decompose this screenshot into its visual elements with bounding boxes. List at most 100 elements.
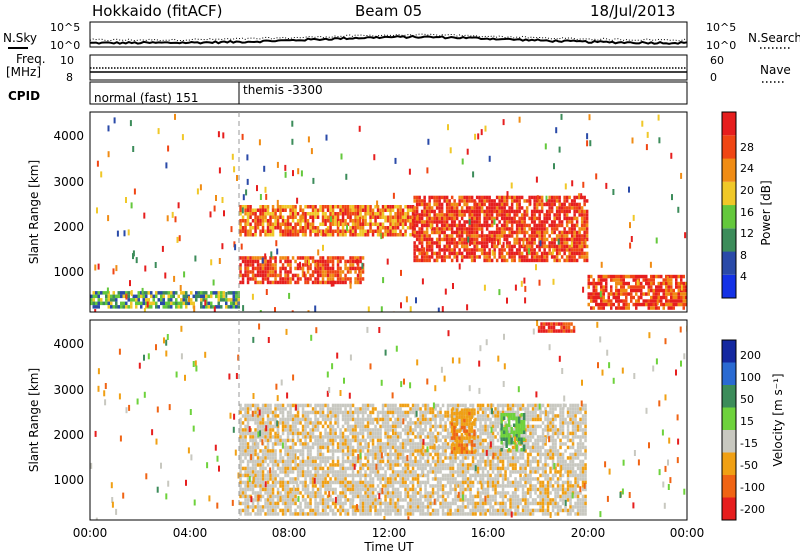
heat-cell (449, 509, 452, 513)
heat-cell (442, 467, 445, 471)
heat-cell (506, 241, 509, 245)
heat-cell (327, 260, 330, 264)
heat-cell (128, 305, 131, 309)
heat-cell (235, 302, 238, 306)
heat-cell (438, 241, 441, 245)
heat-cell (576, 210, 579, 214)
heat-cell (399, 216, 402, 220)
heat-cell (483, 248, 486, 252)
heat-cell (342, 509, 345, 513)
heat-cell (312, 432, 315, 436)
heat-cell (309, 267, 312, 271)
heat-cell (394, 233, 397, 237)
heat-cell (342, 442, 345, 446)
heat-cell (387, 425, 390, 429)
heat-cell (277, 226, 280, 230)
heat-cell (282, 463, 285, 467)
heat-cell (247, 223, 250, 227)
heat-cell (439, 414, 442, 418)
heat-cell (438, 255, 441, 259)
heat-cell (453, 231, 456, 235)
heat-cell (486, 224, 489, 228)
heat-cell (399, 512, 402, 516)
heat-cell (457, 467, 460, 471)
heat-cell (287, 474, 290, 478)
heat-cell (274, 456, 277, 460)
heat-cell (221, 243, 223, 249)
heat-cell (521, 224, 524, 228)
power-heatmap (90, 114, 688, 318)
heat-cell (394, 446, 397, 450)
heat-cell (451, 196, 454, 200)
heat-cell (267, 474, 270, 478)
heat-cell (249, 418, 252, 422)
heat-cell (586, 140, 588, 146)
heat-cell (344, 502, 347, 506)
heat-cell (297, 263, 300, 267)
heat-cell (222, 132, 224, 138)
heat-cell (357, 446, 360, 450)
heat-cell (384, 512, 387, 516)
heat-cell (259, 505, 262, 509)
heat-cell (334, 463, 337, 467)
heat-cell (428, 196, 431, 200)
heat-cell (548, 248, 551, 252)
heat-cell (347, 270, 350, 274)
heat-cell (468, 248, 471, 252)
heat-cell (566, 224, 569, 228)
heat-cell (563, 238, 566, 242)
heat-cell (364, 481, 367, 485)
heat-cell (404, 484, 407, 488)
heat-cell (302, 267, 305, 271)
heat-cell (324, 274, 327, 278)
heat-cell (414, 446, 417, 450)
heat-cell (446, 248, 449, 252)
heat-cell (402, 456, 405, 460)
heat-cell (422, 428, 425, 432)
heat-cell (432, 477, 435, 481)
heat-cell (242, 488, 245, 492)
heat-cell (337, 449, 340, 453)
heat-cell (384, 411, 387, 415)
heat-cell (319, 481, 322, 485)
heat-cell (319, 502, 322, 506)
heat-cell (337, 470, 340, 474)
heat-cell (367, 449, 370, 453)
heat-cell (372, 435, 375, 439)
heat-cell (586, 213, 589, 217)
heat-cell (369, 205, 372, 209)
heat-cell (304, 230, 307, 234)
heat-cell (653, 306, 656, 310)
heat-cell (628, 292, 631, 296)
heat-cell (239, 495, 242, 499)
heat-cell (454, 470, 457, 474)
heat-cell (334, 432, 337, 436)
heat-cell (409, 442, 412, 446)
heat-cell (272, 281, 275, 285)
heat-cell (369, 209, 372, 213)
heat-cell (297, 274, 300, 278)
heat-cell (429, 442, 432, 446)
heat-cell (428, 248, 431, 252)
heat-cell (407, 470, 410, 474)
heat-cell (671, 194, 673, 200)
heat-cell (297, 411, 300, 415)
heat-cell (451, 234, 454, 238)
heat-cell (442, 414, 445, 418)
heat-cell (259, 263, 262, 267)
heat-cell (242, 305, 244, 311)
heat-cell (492, 250, 494, 256)
heat-cell (369, 435, 372, 439)
heat-cell (397, 216, 400, 220)
heat-cell (663, 296, 666, 300)
heat-cell (436, 238, 439, 242)
heat-cell (603, 306, 606, 310)
heat-cell (372, 488, 375, 492)
nsky-label: N.Sky (3, 31, 37, 45)
heat-cell (337, 446, 340, 450)
heat-cell (471, 255, 474, 259)
heat-cell (342, 411, 345, 415)
heat-cell (292, 449, 295, 453)
heat-cell (451, 259, 454, 263)
heat-cell (600, 303, 603, 307)
